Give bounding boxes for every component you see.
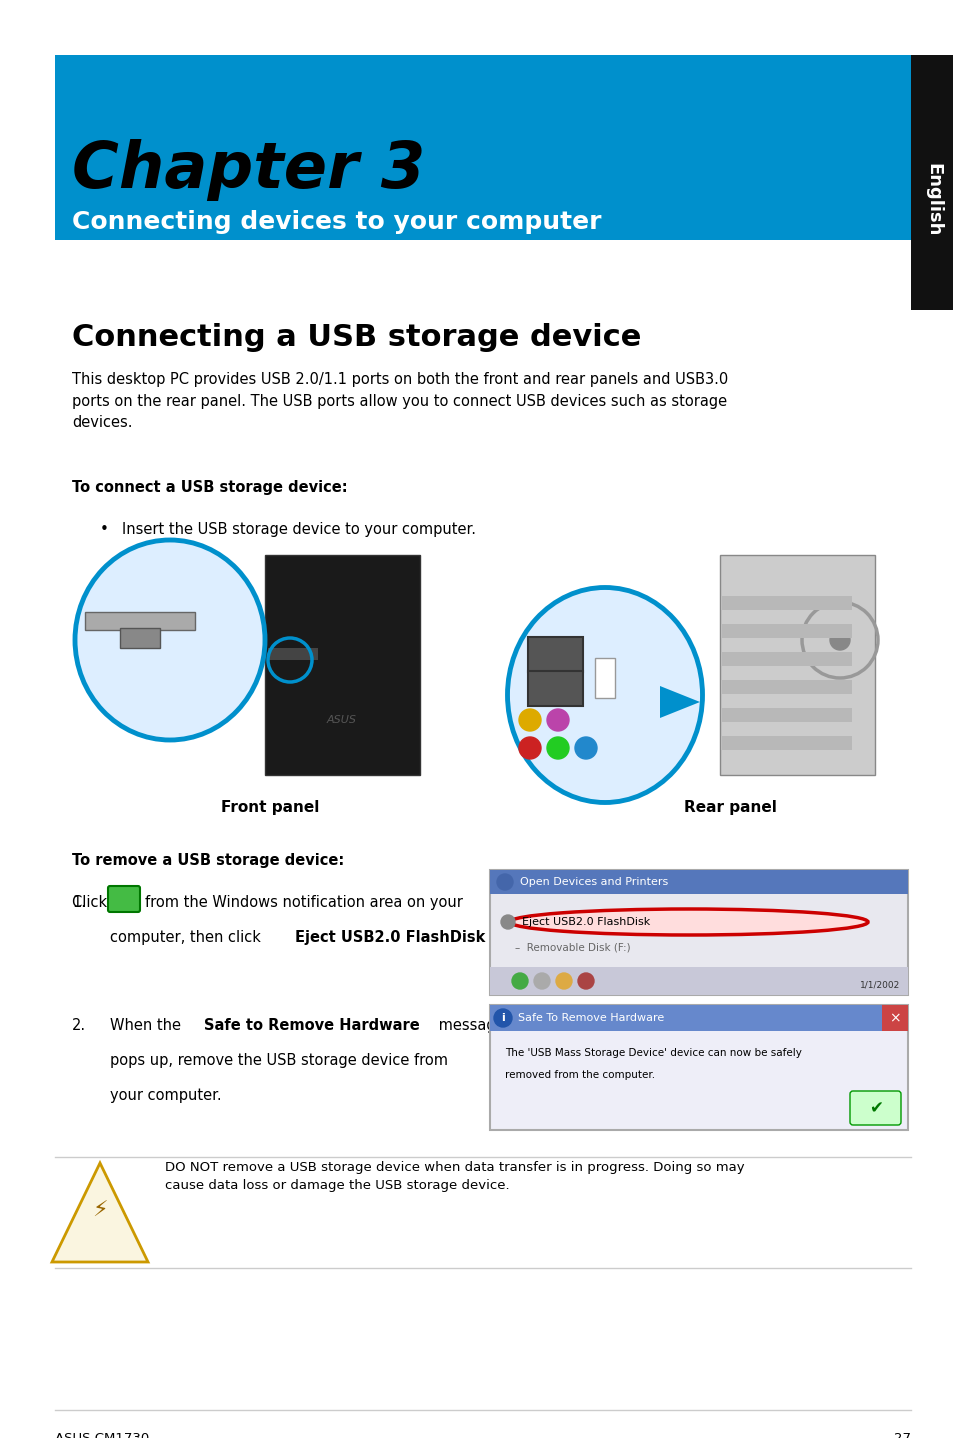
Circle shape — [534, 974, 550, 989]
Text: 27: 27 — [893, 1432, 910, 1438]
Circle shape — [512, 974, 527, 989]
Text: This desktop PC provides USB 2.0/1.1 ports on both the front and rear panels and: This desktop PC provides USB 2.0/1.1 por… — [71, 372, 727, 430]
Text: Insert the USB storage device to your computer.: Insert the USB storage device to your co… — [122, 522, 476, 536]
FancyBboxPatch shape — [721, 651, 851, 666]
Text: ASUS: ASUS — [327, 715, 356, 725]
Text: Safe to Remove Hardware: Safe to Remove Hardware — [204, 1018, 419, 1032]
Text: To connect a USB storage device:: To connect a USB storage device: — [71, 480, 347, 495]
Text: ×: × — [888, 1011, 900, 1025]
Text: ⚡: ⚡ — [92, 1201, 108, 1221]
Circle shape — [518, 738, 540, 759]
FancyBboxPatch shape — [108, 886, 140, 912]
FancyBboxPatch shape — [490, 1005, 882, 1031]
FancyBboxPatch shape — [268, 649, 317, 660]
FancyBboxPatch shape — [527, 672, 582, 706]
Text: English: English — [923, 164, 941, 237]
Text: computer, then click: computer, then click — [110, 930, 265, 945]
Text: Eject USB2.0 FlashDisk: Eject USB2.0 FlashDisk — [521, 917, 650, 928]
Ellipse shape — [510, 909, 867, 935]
Text: When the: When the — [110, 1018, 186, 1032]
Text: ✔: ✔ — [868, 1099, 882, 1117]
Text: The 'USB Mass Storage Device' device can now be safely: The 'USB Mass Storage Device' device can… — [504, 1048, 801, 1058]
FancyBboxPatch shape — [265, 555, 419, 775]
Circle shape — [578, 974, 594, 989]
FancyBboxPatch shape — [595, 659, 615, 697]
Text: .: . — [504, 930, 509, 945]
FancyBboxPatch shape — [490, 966, 907, 995]
FancyBboxPatch shape — [490, 870, 907, 894]
Text: –  Removable Disk (F:): – Removable Disk (F:) — [515, 943, 630, 953]
Text: Connecting a USB storage device: Connecting a USB storage device — [71, 324, 640, 352]
Text: •: • — [100, 522, 109, 536]
FancyBboxPatch shape — [721, 707, 851, 722]
FancyBboxPatch shape — [849, 1091, 900, 1125]
Circle shape — [546, 709, 568, 731]
FancyBboxPatch shape — [721, 680, 851, 695]
Text: Front panel: Front panel — [220, 800, 319, 815]
Text: Click: Click — [71, 894, 112, 910]
Circle shape — [518, 709, 540, 731]
Text: 2.: 2. — [71, 1018, 86, 1032]
FancyBboxPatch shape — [910, 55, 953, 311]
Text: from the Windows notification area on your: from the Windows notification area on yo… — [145, 894, 462, 910]
Ellipse shape — [75, 541, 265, 741]
FancyBboxPatch shape — [490, 870, 907, 995]
Text: ASUS CM1730: ASUS CM1730 — [55, 1432, 149, 1438]
Ellipse shape — [507, 588, 701, 802]
Circle shape — [829, 630, 849, 650]
Polygon shape — [52, 1163, 148, 1263]
Text: Connecting devices to your computer: Connecting devices to your computer — [71, 210, 601, 234]
Text: Eject USB2.0 FlashDisk: Eject USB2.0 FlashDisk — [294, 930, 485, 945]
Circle shape — [546, 738, 568, 759]
Text: 1.: 1. — [71, 894, 86, 910]
Polygon shape — [659, 686, 700, 718]
Circle shape — [575, 738, 597, 759]
Circle shape — [497, 874, 513, 890]
FancyBboxPatch shape — [55, 55, 910, 240]
Text: Open Devices and Printers: Open Devices and Printers — [519, 877, 667, 887]
FancyBboxPatch shape — [721, 595, 851, 610]
Text: DO NOT remove a USB storage device when data transfer is in progress. Doing so m: DO NOT remove a USB storage device when … — [165, 1160, 744, 1192]
Text: 1/1/2002: 1/1/2002 — [859, 981, 899, 989]
FancyBboxPatch shape — [120, 628, 160, 649]
Text: Safe To Remove Hardware: Safe To Remove Hardware — [517, 1012, 663, 1022]
Text: removed from the computer.: removed from the computer. — [504, 1070, 655, 1080]
Text: message: message — [434, 1018, 504, 1032]
Circle shape — [500, 915, 515, 929]
Text: Rear panel: Rear panel — [683, 800, 776, 815]
FancyBboxPatch shape — [721, 624, 851, 638]
FancyBboxPatch shape — [882, 1005, 907, 1031]
Text: To remove a USB storage device:: To remove a USB storage device: — [71, 853, 344, 869]
Text: pops up, remove the USB storage device from: pops up, remove the USB storage device f… — [110, 1053, 448, 1068]
Text: i: i — [500, 1012, 504, 1022]
FancyBboxPatch shape — [85, 613, 194, 630]
FancyBboxPatch shape — [721, 736, 851, 751]
FancyBboxPatch shape — [527, 637, 582, 672]
Circle shape — [556, 974, 572, 989]
FancyBboxPatch shape — [720, 555, 874, 775]
Text: Chapter 3: Chapter 3 — [71, 139, 425, 201]
FancyBboxPatch shape — [490, 1005, 907, 1130]
Circle shape — [494, 1009, 512, 1027]
Text: your computer.: your computer. — [110, 1089, 221, 1103]
